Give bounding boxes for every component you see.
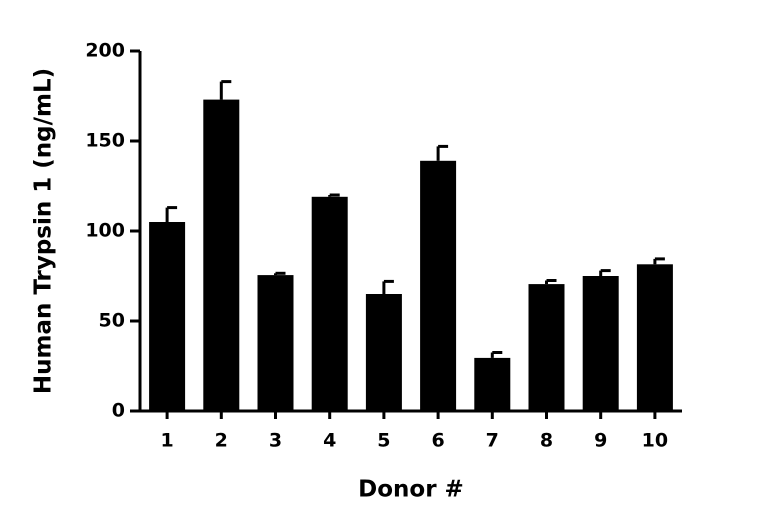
- x-tick-label: 7: [486, 430, 499, 452]
- bar: [474, 357, 511, 411]
- x-tick-label: 2: [215, 430, 228, 452]
- error-bar: [382, 279, 394, 294]
- error-bar: [490, 351, 503, 358]
- x-tick-label: 9: [594, 430, 607, 452]
- bar: [636, 264, 673, 411]
- error-bar: [328, 193, 340, 197]
- bar: [420, 160, 457, 411]
- y-tick-label: 150: [85, 130, 125, 152]
- y-axis-title: Human Trypsin 1 (ng/mL): [31, 68, 57, 394]
- x-tick-label: 4: [323, 430, 336, 452]
- error-bar: [599, 269, 611, 276]
- bar: [582, 276, 619, 411]
- x-tick-label: 5: [377, 430, 390, 452]
- x-axis-title: Donor #: [358, 477, 464, 503]
- bar: [311, 196, 348, 411]
- y-tick-label: 200: [85, 40, 125, 62]
- x-tick-label: 8: [540, 430, 553, 452]
- error-bar: [436, 144, 449, 161]
- bar: [203, 99, 240, 411]
- y-tick-label: 100: [85, 220, 125, 242]
- bar: [257, 275, 294, 411]
- x-tick-label: 3: [269, 430, 282, 452]
- x-tick-label: 1: [160, 430, 173, 452]
- error-bar: [274, 271, 286, 276]
- y-tick-label: 0: [112, 400, 125, 422]
- error-bar: [653, 257, 665, 265]
- bar: [528, 284, 565, 411]
- bar: [365, 294, 402, 411]
- x-tick-label: 6: [431, 430, 444, 452]
- bar: [149, 222, 186, 411]
- error-bar: [545, 279, 557, 285]
- error-bar: [165, 206, 178, 222]
- error-bar: [219, 80, 232, 100]
- y-tick-label: 50: [99, 310, 125, 332]
- x-tick-label: 10: [642, 430, 668, 452]
